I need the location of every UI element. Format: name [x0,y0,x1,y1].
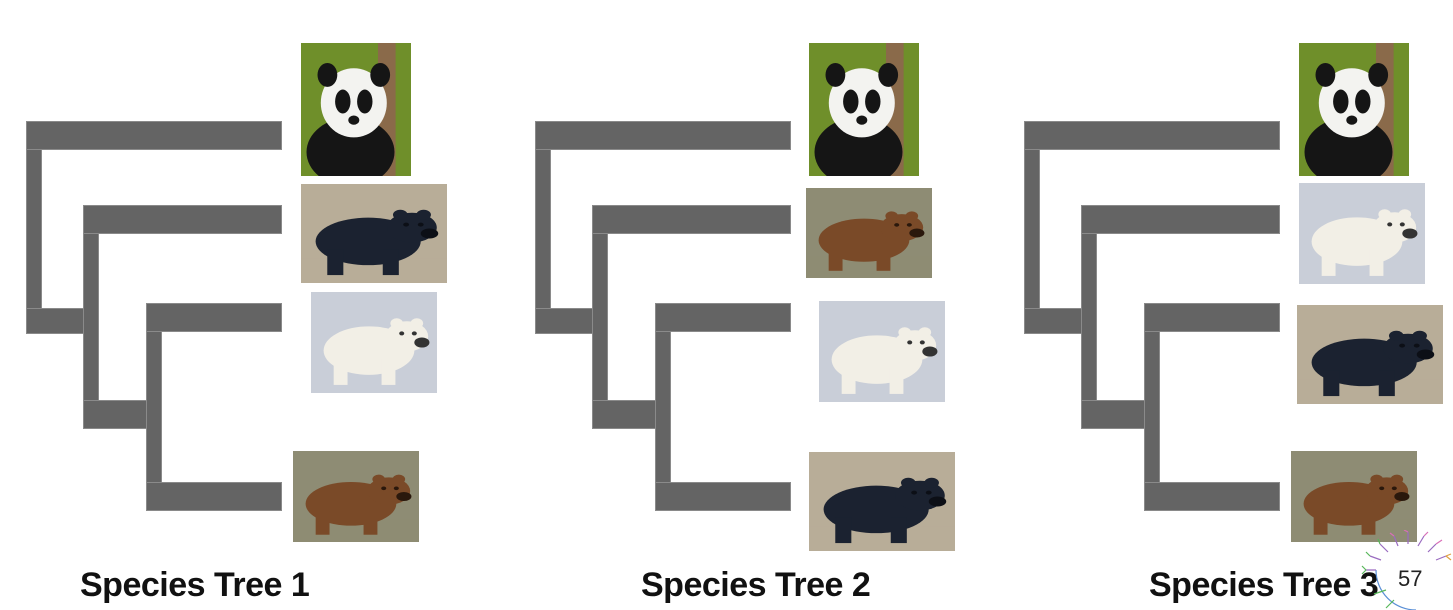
branch-root-stub [535,308,595,334]
branch-root-stub [26,308,86,334]
leaf-photo-3 [311,292,437,393]
branch-leaf-3 [1144,303,1280,332]
branch-inner1-stub [1081,400,1149,429]
branch-inner2-vertical [655,303,671,510]
tree-title-1: Species Tree 1 [80,566,310,604]
branch-leaf-2 [1081,205,1280,234]
branch-leaf-4 [1144,482,1280,511]
leaf-photo-1 [301,43,411,176]
black-bear-photo-icon [809,452,955,551]
brown-bear-photo-icon [806,188,932,278]
panda-photo-icon [301,43,411,176]
polar-bear-photo-icon [1299,183,1425,284]
leaf-photo-2 [301,184,447,283]
black-bear-photo-icon [301,184,447,283]
branch-inner1-vertical [1081,205,1097,429]
leaf-photo-3 [819,301,945,402]
branch-root-vertical [1024,121,1040,334]
leaf-photo-3 [1297,305,1443,404]
black-bear-photo-icon [1297,305,1443,404]
branch-root-stub [1024,308,1084,334]
branch-inner1-stub [592,400,660,429]
leaf-photo-4 [293,451,419,542]
branch-leaf-3 [655,303,791,332]
tree-panel-1: Species Tree 1 [0,0,480,610]
panda-photo-icon [1299,43,1409,176]
branch-leaf-4 [655,482,791,511]
polar-bear-photo-icon [311,292,437,393]
panda-photo-icon [809,43,919,176]
branch-inner1-vertical [83,205,99,429]
branch-inner1-vertical [592,205,608,429]
branch-inner1-stub [83,400,151,429]
branch-leaf-1 [26,121,282,150]
slide-number: 57 [1398,566,1423,591]
leaf-photo-1 [809,43,919,176]
branch-leaf-2 [592,205,791,234]
tree-title-3: Species Tree 3 [1149,566,1379,604]
branch-inner2-vertical [1144,303,1160,510]
brown-bear-photo-icon [1291,451,1417,542]
tree-panel-3: Species Tree 3 [998,0,1453,610]
leaf-photo-4 [809,452,955,551]
leaf-photo-2 [806,188,932,278]
branch-leaf-3 [146,303,282,332]
branch-leaf-1 [1024,121,1280,150]
branch-leaf-4 [146,482,282,511]
leaf-photo-4 [1291,451,1417,542]
brown-bear-photo-icon [293,451,419,542]
branch-leaf-1 [535,121,791,150]
phylogeny-logo-icon [1361,530,1452,610]
branch-inner2-vertical [146,303,162,510]
leaf-photo-1 [1299,43,1409,176]
branch-root-vertical [26,121,42,334]
tree-title-2: Species Tree 2 [641,566,871,604]
leaf-photo-2 [1299,183,1425,284]
polar-bear-photo-icon [819,301,945,402]
branch-leaf-2 [83,205,282,234]
tree-panel-2: Species Tree 2 [509,0,989,610]
branch-root-vertical [535,121,551,334]
